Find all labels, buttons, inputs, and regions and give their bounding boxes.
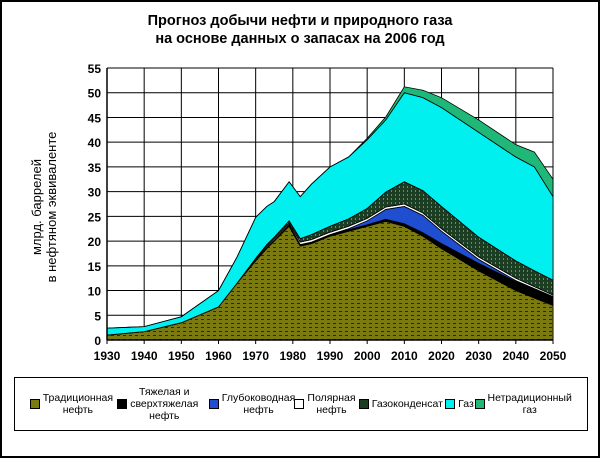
- area-series-6: [106, 86, 554, 329]
- legend: Традиционная нефть Тяжелая и сверхтяжелая не…: [14, 377, 588, 431]
- legend-swatch: [445, 399, 456, 409]
- legend-swatch: [117, 399, 128, 409]
- y-tick-label: 20: [88, 235, 102, 249]
- legend-label-line: нефть: [316, 404, 347, 416]
- x-tick-label: 1980: [279, 349, 306, 363]
- x-tick-label: 2010: [391, 349, 418, 363]
- y-tick-label: 50: [88, 87, 102, 101]
- legend-item: Газ: [445, 378, 474, 430]
- x-tick-label: 1990: [317, 349, 344, 363]
- y-tick-label: 45: [88, 111, 102, 125]
- plot-area: 0 5 10 15 20 25 30 35 40 45 50 55 1930 1940 1950 1960 19…: [88, 62, 567, 363]
- legend-label: Тяжелая и сверхтяжелая нефть: [130, 386, 198, 422]
- legend-item: Глубоководная нефть: [208, 378, 296, 430]
- y-tick-label: 35: [88, 161, 102, 175]
- x-tick-label: 1970: [242, 349, 269, 363]
- legend-item: Тяжелая и сверхтяжелая нефть: [117, 378, 198, 430]
- legend-label-line: Традиционная: [42, 392, 114, 404]
- legend-label: Газ: [458, 398, 474, 410]
- y-tick-label: 15: [88, 260, 102, 274]
- legend-swatch: [294, 399, 305, 409]
- legend-label-line: Газоконденсат: [371, 398, 443, 410]
- legend-label: Глубоководная нефть: [222, 392, 296, 416]
- x-tick-label: 1940: [131, 349, 158, 363]
- y-tick-label: 10: [88, 285, 102, 299]
- legend-label-line: газ: [522, 404, 537, 416]
- y-tick-label: 5: [94, 309, 101, 323]
- legend-label: Нетрадиционный газ: [488, 392, 572, 416]
- legend-label-line: Глубоководная: [221, 392, 296, 404]
- x-tick-label: 2030: [465, 349, 492, 363]
- legend-label: Полярная нефть: [307, 392, 355, 416]
- y-tick-label: 25: [88, 210, 102, 224]
- legend-label-line: сверхтяжелая: [130, 398, 199, 410]
- title-line-1: Прогноз добычи нефти и природного газа: [147, 13, 453, 29]
- x-tick-label: 1960: [205, 349, 232, 363]
- legend-label-line: нефть: [243, 404, 274, 416]
- legend-item: Традиционная нефть: [29, 378, 113, 430]
- x-tick-label: 2050: [540, 349, 567, 363]
- legend-swatch: [208, 399, 219, 409]
- x-tick-label: 2000: [354, 349, 381, 363]
- legend-label-line: нефть: [149, 410, 180, 422]
- x-tick-label: 2040: [502, 349, 529, 363]
- title-line-2: на основе данных о запасах на 2006 год: [155, 31, 445, 47]
- legend-item: Нетрадиционный газ: [474, 378, 572, 430]
- y-tick-label: 30: [88, 186, 102, 200]
- legend-label-line: нефть: [62, 404, 94, 416]
- legend-label: Газоконденсат: [372, 398, 443, 410]
- legend-label-line: Нетрадиционный: [487, 392, 572, 404]
- legend-label-line: Газ: [458, 398, 474, 410]
- legend-item: Полярная нефть: [294, 378, 356, 430]
- y-tick-label: 0: [94, 334, 101, 348]
- y-tick-label: 40: [88, 136, 102, 150]
- legend-label-line: Тяжелая и: [139, 386, 190, 398]
- x-tick-label: 1930: [94, 349, 121, 363]
- legend-swatch: [29, 399, 40, 409]
- x-tick-label: 1950: [168, 349, 195, 363]
- legend-label-line: Полярная: [307, 392, 356, 404]
- x-tick-label: 2020: [428, 349, 455, 363]
- legend-item: Газоконденсат: [358, 378, 443, 430]
- legend-swatch: [474, 399, 485, 409]
- chart-title: Прогноз добычи нефти и природного газа н…: [2, 12, 598, 48]
- legend-label: Традиционная нефть: [43, 392, 113, 416]
- legend-swatch: [358, 399, 369, 409]
- y-tick-label: 55: [88, 62, 102, 76]
